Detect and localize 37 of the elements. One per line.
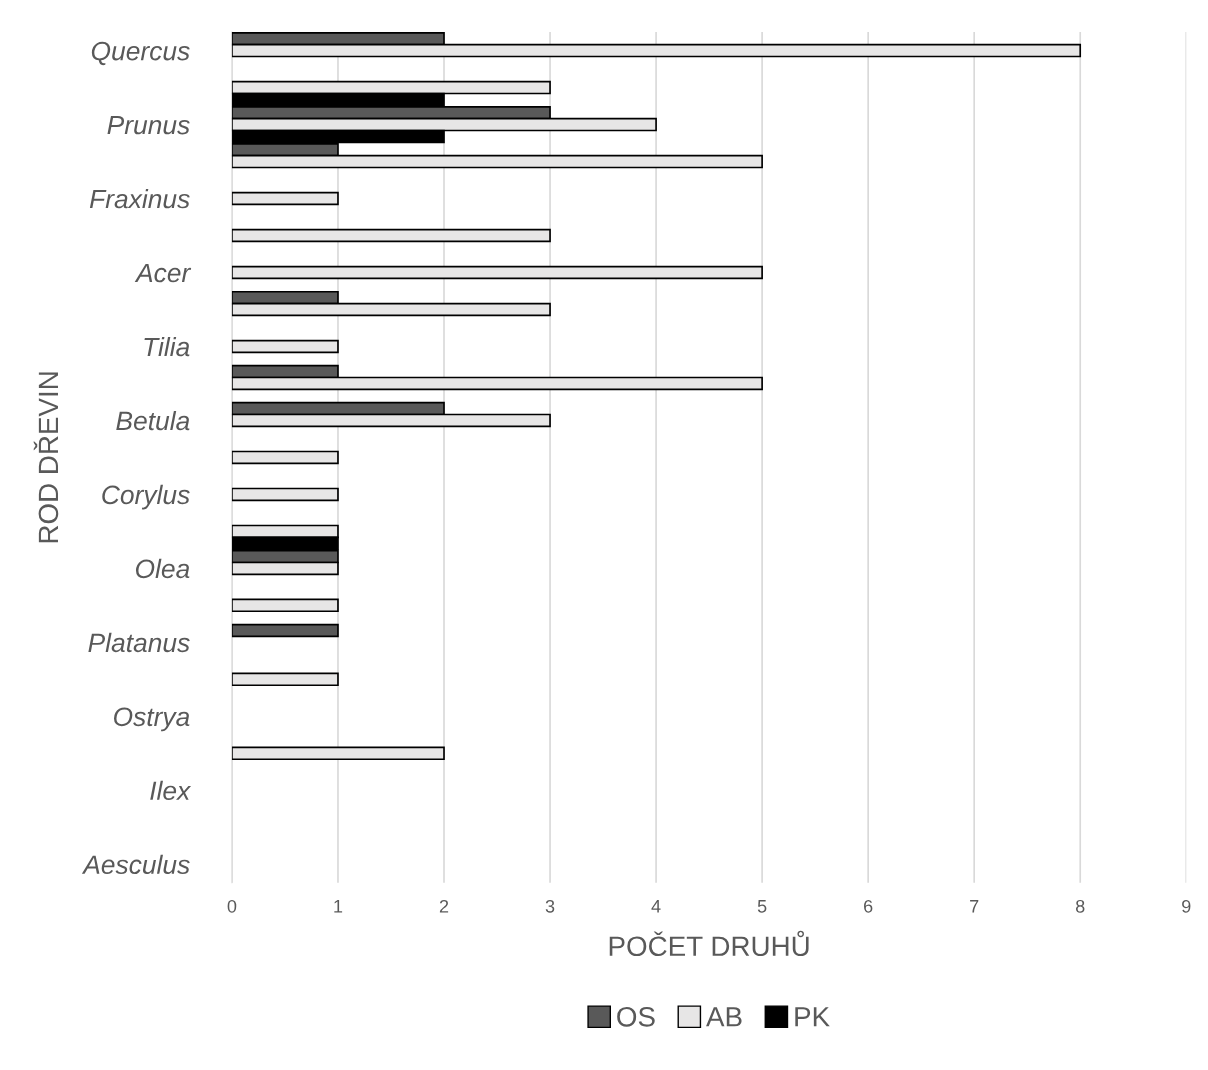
y-tick-label: Betula: [116, 410, 190, 431]
y-tick-label: Ilex: [150, 780, 192, 801]
x-tick-label: 5: [757, 900, 767, 913]
x-tick-label: 9: [1182, 899, 1191, 913]
y-tick-label: Ostrya: [113, 707, 190, 732]
bar: [231, 672, 339, 687]
y-tick-label: Tilia: [144, 336, 190, 357]
legend-label: PK: [795, 1007, 830, 1027]
legend-label: AB: [706, 1007, 742, 1027]
bar: [231, 487, 339, 502]
x-tick-label: 7: [970, 900, 979, 913]
bar: [231, 598, 339, 613]
bar: [231, 623, 339, 638]
x-tick-label: 0: [227, 899, 237, 913]
y-tick-label: Olea: [135, 558, 190, 579]
y-tick-label: Platanus: [88, 632, 190, 653]
y-tick-label: Fraxinus: [89, 188, 190, 209]
legend-label: OS: [617, 1006, 655, 1027]
bar: [231, 339, 339, 354]
y-axis-title: ROD DŘEVIN: [33, 372, 59, 543]
x-tick-label: 4: [651, 900, 661, 913]
y-tick-label: Corylus: [102, 484, 190, 510]
bar: [231, 191, 339, 206]
x-tick-label: 2: [439, 899, 449, 913]
bar: [231, 450, 339, 465]
bar: [231, 746, 445, 761]
bar: [231, 265, 763, 280]
y-tick-label: Acer: [134, 263, 192, 283]
y-tick-label: Prunus: [107, 115, 190, 135]
x-tick-label: 8: [1075, 899, 1085, 913]
y-tick-label: Aesculus: [81, 854, 190, 875]
y-tick-label: Quercus: [91, 41, 190, 66]
x-tick-label: 3: [545, 899, 555, 913]
bar: [231, 228, 551, 243]
x-tick-label: 1: [334, 900, 343, 913]
x-axis-title: POČET DRUHŮ: [609, 930, 809, 957]
x-tick-label: 6: [864, 899, 873, 913]
